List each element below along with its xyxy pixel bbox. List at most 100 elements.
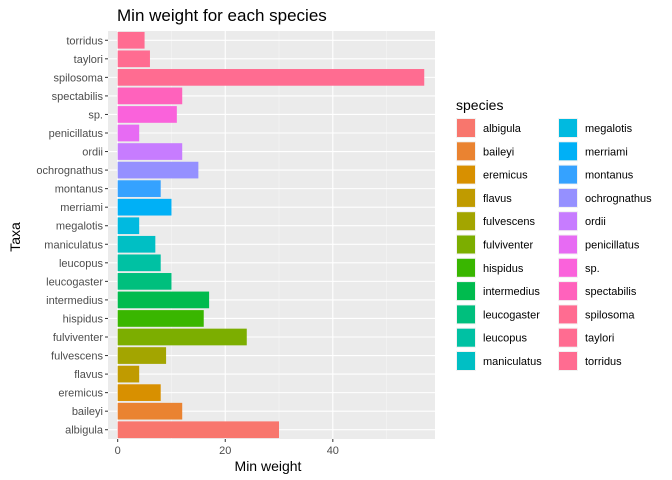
legend-label: ochrognathus [585, 193, 652, 205]
y-tick-label: montanus [55, 184, 104, 196]
legend-swatch [457, 235, 475, 254]
legend-swatch [559, 305, 577, 324]
legend-swatch [457, 212, 475, 231]
y-tick-label: spilosoma [53, 72, 103, 84]
y-tick-label: spectabilis [52, 91, 104, 103]
legend-label: ordii [585, 216, 606, 228]
y-tick-label: albigula [65, 425, 104, 437]
legend-label: leucogaster [483, 309, 540, 321]
bar-fulvescens [117, 347, 167, 364]
legend-label: intermedius [483, 286, 540, 298]
bar-flavus [117, 365, 140, 383]
bar-penicillatus [117, 124, 140, 142]
legend-swatch [457, 142, 475, 161]
chart-title: Min weight for each species [117, 6, 327, 25]
legend-swatch [559, 282, 577, 301]
bar-intermedius [117, 291, 210, 309]
legend-label: albigula [483, 123, 522, 135]
legend-label: megalotis [585, 123, 633, 135]
legend-swatch [559, 188, 577, 207]
bar-baileyi [117, 402, 183, 420]
x-axis-title: Min weight [235, 458, 302, 474]
legend-label: penicillatus [585, 240, 640, 252]
legend-swatch [559, 235, 577, 254]
bar-ochrognathus [117, 161, 199, 179]
y-tick-label: sp. [88, 109, 103, 121]
legend-label: sp. [585, 263, 600, 275]
legend-label: montanus [585, 170, 634, 182]
bar-eremicus [117, 384, 161, 401]
legend-label: flavus [483, 193, 512, 205]
bar-merriami [117, 198, 172, 216]
bar-montanus [117, 180, 161, 197]
bar-spilosoma [117, 69, 425, 86]
y-tick-label: megalotis [56, 221, 104, 233]
legend-swatch [559, 352, 577, 370]
bar-leucopus [117, 254, 161, 272]
legend-label: spectabilis [585, 286, 637, 298]
y-tick-label: maniculatus [44, 239, 103, 251]
legend-swatch [559, 328, 577, 347]
bar-albigula [117, 421, 280, 439]
bar-taylori [117, 50, 150, 68]
y-tick-label: penicillatus [49, 128, 104, 140]
legend-label: merriami [585, 146, 628, 158]
legend-label: spilosoma [585, 309, 635, 321]
y-tick-label: intermedius [46, 295, 103, 307]
legend-swatch [457, 352, 475, 370]
legend-swatch [457, 258, 475, 277]
legend-label: torridus [585, 356, 622, 368]
y-tick-label: leucopus [59, 258, 104, 270]
bar-hispidus [117, 310, 204, 327]
y-tick-label: ordii [82, 147, 103, 159]
y-axis-title: Taxa [7, 222, 23, 252]
bar-maniculatus [117, 235, 156, 253]
legend-swatch [457, 119, 475, 137]
legend-label: fulviventer [483, 240, 533, 252]
legend-swatch [457, 165, 475, 184]
legend-swatch [559, 165, 577, 184]
y-tick-label: leucogaster [46, 276, 103, 288]
legend-swatch [457, 282, 475, 301]
y-tick-label: merriami [60, 202, 103, 214]
legend-title: species [456, 97, 503, 113]
legend-swatch [457, 188, 475, 207]
legend: species albigula baileyi eremicus flavus ful… [456, 97, 652, 371]
y-tick-label: fulvescens [51, 351, 103, 363]
bar-megalotis [117, 217, 140, 235]
x-tick-label: 0 [115, 445, 121, 457]
legend-label: fulvescens [483, 216, 535, 228]
y-tick-label: baileyi [72, 406, 103, 418]
legend-swatch [559, 142, 577, 161]
y-axis-ticks: albigula baileyi eremicus flavus fulvescens f… [36, 35, 108, 437]
legend-swatch [559, 119, 577, 137]
bar-leucogaster [117, 273, 172, 290]
legend-label: maniculatus [483, 356, 542, 368]
y-tick-label: eremicus [58, 388, 103, 400]
x-tick-label: 40 [327, 445, 339, 457]
bar-ordii [117, 143, 183, 160]
legend-swatch [457, 328, 475, 347]
y-tick-label: taylori [74, 54, 103, 66]
bar-fulviventer [117, 328, 247, 346]
legend-swatch [457, 305, 475, 324]
legend-swatch [559, 212, 577, 231]
y-tick-label: torridus [66, 35, 103, 47]
y-tick-label: ochrognathus [36, 165, 103, 177]
legend-label: taylori [585, 333, 614, 345]
bar-spectabilis [117, 87, 183, 105]
legend-swatch [559, 258, 577, 277]
legend-label: eremicus [483, 170, 528, 182]
legend-label: baileyi [483, 146, 514, 158]
legend-label: leucopus [483, 333, 528, 345]
x-tick-label: 20 [219, 445, 231, 457]
y-tick-label: fulviventer [53, 332, 103, 344]
legend-label: hispidus [483, 263, 524, 275]
x-axis-ticks: 0 20 40 [115, 439, 339, 457]
bars [117, 31, 425, 439]
bar-torridus [117, 31, 145, 49]
bar-sp [117, 106, 177, 123]
y-tick-label: flavus [74, 369, 103, 381]
y-tick-label: hispidus [63, 313, 104, 325]
